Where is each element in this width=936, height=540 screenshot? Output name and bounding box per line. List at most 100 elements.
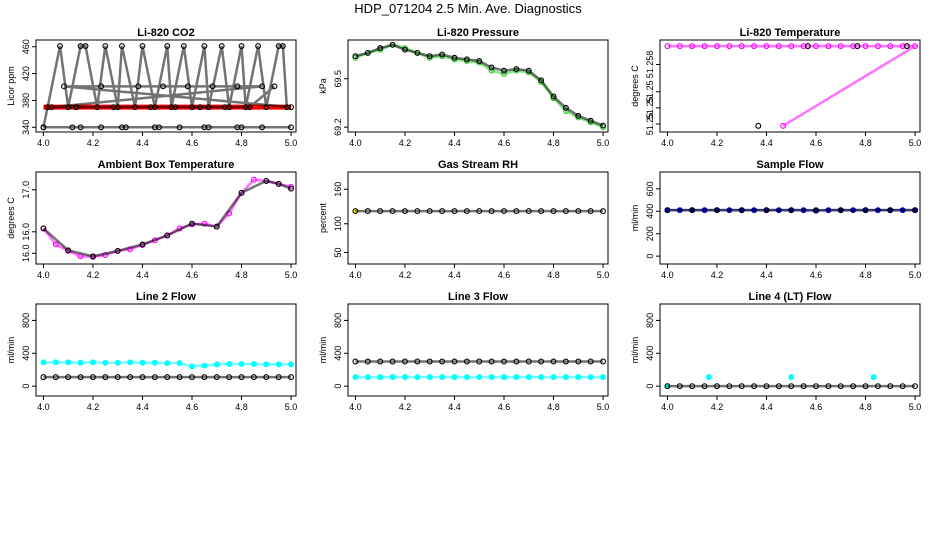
- x-tick-label: 5.0: [597, 402, 610, 412]
- x-tick-label: 4.6: [186, 402, 199, 412]
- x-tick-label: 4.4: [136, 138, 149, 148]
- chart-title: Li-820 CO2: [137, 27, 194, 39]
- x-tick-label: 4.6: [810, 270, 823, 280]
- y-tick-label: 69.5: [333, 70, 343, 88]
- x-tick-label: 4.0: [349, 138, 362, 148]
- y-tick-label: 50: [333, 247, 343, 257]
- chart-title: Ambient Box Temperature: [98, 159, 235, 171]
- y-axis-label: Licor ppm: [6, 66, 16, 106]
- x-tick-label: 4.4: [760, 138, 773, 148]
- y-axis-label: ml/min: [318, 337, 328, 364]
- x-tick-label: 4.4: [136, 402, 149, 412]
- y-tick-label: 400: [645, 346, 655, 361]
- y-tick-label: 800: [333, 313, 343, 328]
- x-tick-label: 4.6: [810, 402, 823, 412]
- series-trace: [667, 44, 920, 127]
- plot-frame: [35, 39, 297, 133]
- plot-frame: [347, 303, 609, 397]
- x-tick-label: 4.4: [448, 402, 461, 412]
- x-tick-label: 4.6: [498, 402, 511, 412]
- plot-frame: [347, 171, 609, 265]
- x-tick-label: 4.6: [186, 138, 199, 148]
- y-tick-label: 16.0: [21, 245, 31, 263]
- y-axis-label: ml/min: [630, 205, 640, 232]
- y-axis-label: percent: [318, 202, 328, 233]
- x-tick-label: 4.0: [37, 138, 50, 148]
- y-axis-label: kPa: [318, 78, 328, 94]
- chart-title: Line 3 Flow: [448, 291, 508, 303]
- x-tick-label: 4.6: [498, 270, 511, 280]
- y-tick-label: 51.25: [645, 97, 655, 120]
- chart-panel: Gas Stream RH 4.0 4.2 4.4 4.6 4.8 5.0 50 100 160 p…: [318, 159, 609, 280]
- x-tick-label: 4.2: [399, 270, 412, 280]
- y-tick-label: 17.0: [21, 181, 31, 199]
- data-point: [550, 93, 557, 100]
- x-tick-label: 4.0: [349, 270, 362, 280]
- x-tick-label: 4.2: [399, 138, 412, 148]
- y-tick-label: 16.0: [21, 223, 31, 241]
- y-axis-label: degrees C: [630, 65, 640, 107]
- x-tick-label: 4.8: [547, 270, 560, 280]
- series-trace: [354, 43, 604, 129]
- x-tick-label: 5.0: [597, 270, 610, 280]
- data-point: [854, 43, 861, 50]
- y-tick-label: 100: [333, 216, 343, 231]
- x-tick-label: 4.8: [235, 270, 248, 280]
- x-tick-label: 4.0: [661, 402, 674, 412]
- plot-frame: [35, 303, 297, 397]
- chart-panel: Li-820 Pressure 4.0 4.2 4.4 4.6 4.8 5.0 69.2 69.…: [318, 27, 609, 148]
- chart-title: Sample Flow: [756, 159, 824, 171]
- x-tick-label: 5.0: [285, 402, 298, 412]
- plot-frame: [347, 39, 609, 133]
- series-trace: [42, 178, 292, 259]
- y-tick-label: 0: [21, 384, 31, 389]
- y-tick-label: 160: [333, 182, 343, 197]
- page-title: HDP_071204 2.5 Min. Ave. Diagnostics: [354, 1, 582, 16]
- series-trace: [355, 43, 604, 127]
- y-tick-label: 200: [645, 226, 655, 241]
- x-tick-label: 4.2: [711, 138, 724, 148]
- data-point: [40, 225, 47, 232]
- x-tick-label: 5.0: [909, 270, 922, 280]
- chart-title: Li-820 Pressure: [437, 27, 519, 39]
- chart-panel: Line 3 Flow 4.0 4.2 4.4 4.6 4.8 5.0 0 400 800 ml/m…: [318, 291, 609, 412]
- data-point: [804, 43, 811, 50]
- x-tick-label: 4.2: [87, 270, 100, 280]
- chart-panel: Ambient Box Temperature 4.0 4.2 4.4 4.6 4.8 5.…: [6, 159, 297, 280]
- data-point: [562, 104, 569, 111]
- x-tick-label: 4.4: [448, 138, 461, 148]
- y-tick-label: 51.25: [645, 80, 655, 103]
- data-point: [870, 374, 877, 381]
- x-tick-label: 4.8: [547, 402, 560, 412]
- data-point: [538, 77, 545, 84]
- plot-frame: [659, 303, 921, 397]
- x-tick-label: 4.8: [235, 138, 248, 148]
- x-tick-label: 4.4: [448, 270, 461, 280]
- series-trace: [42, 44, 292, 128]
- chart-title: Line 2 Flow: [136, 291, 196, 303]
- x-tick-label: 4.0: [661, 138, 674, 148]
- chart-title: Li-820 Temperature: [740, 27, 841, 39]
- y-tick-label: 51.258: [645, 51, 655, 79]
- x-tick-label: 4.8: [859, 138, 872, 148]
- x-tick-label: 4.6: [810, 138, 823, 148]
- data-point: [788, 374, 795, 381]
- x-tick-label: 4.2: [399, 402, 412, 412]
- x-tick-label: 4.2: [87, 138, 100, 148]
- chart-panel: Line 2 Flow 4.0 4.2 4.4 4.6 4.8 5.0 0 400 800 ml/m…: [6, 291, 297, 412]
- chart-title: Gas Stream RH: [438, 159, 518, 171]
- y-tick-label: 340: [21, 120, 31, 135]
- y-tick-label: 420: [21, 66, 31, 81]
- x-tick-label: 4.8: [859, 270, 872, 280]
- y-tick-label: 400: [333, 346, 343, 361]
- chart-panel: Line 4 (LT) Flow 4.0 4.2 4.4 4.6 4.8 5.0 0 400 80…: [630, 291, 921, 412]
- series-trace: [43, 361, 292, 368]
- y-tick-label: 0: [645, 254, 655, 259]
- x-tick-label: 4.0: [349, 402, 362, 412]
- data-point: [755, 122, 762, 129]
- y-tick-label: 69.2: [333, 118, 343, 136]
- y-tick-label: 51.25: [645, 113, 655, 136]
- data-point: [271, 83, 278, 90]
- x-tick-label: 4.0: [661, 270, 674, 280]
- data-point: [705, 374, 712, 381]
